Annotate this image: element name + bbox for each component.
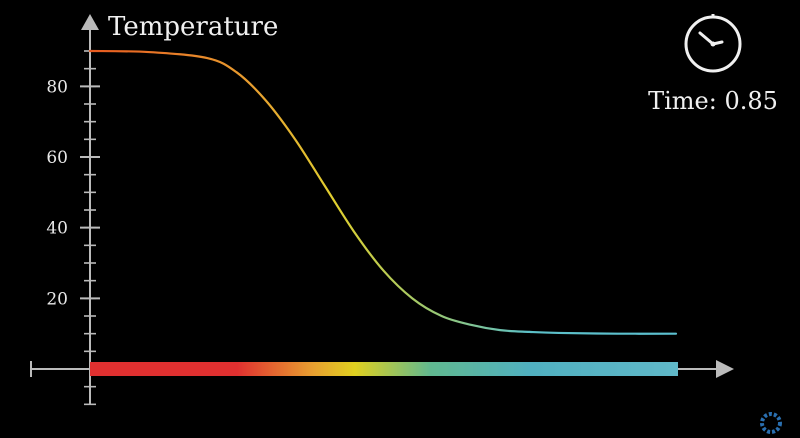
temperature-color-bar xyxy=(90,362,678,376)
y-tick-label: 80 xyxy=(46,77,68,97)
x-axis-arrowhead xyxy=(716,360,734,378)
time-label: Time: 0.85 xyxy=(648,87,778,115)
clock-icon xyxy=(684,14,742,73)
y-tick-label: 60 xyxy=(46,148,68,168)
y-axis: 20 40 60 80 xyxy=(46,14,100,406)
y-tick-label: 40 xyxy=(46,219,68,239)
y-tick-label: 20 xyxy=(46,289,68,309)
y-axis-arrowhead xyxy=(81,14,99,30)
temperature-curve-series xyxy=(88,49,678,335)
y-axis-title: Temperature xyxy=(108,12,278,42)
logo-icon xyxy=(760,412,782,434)
